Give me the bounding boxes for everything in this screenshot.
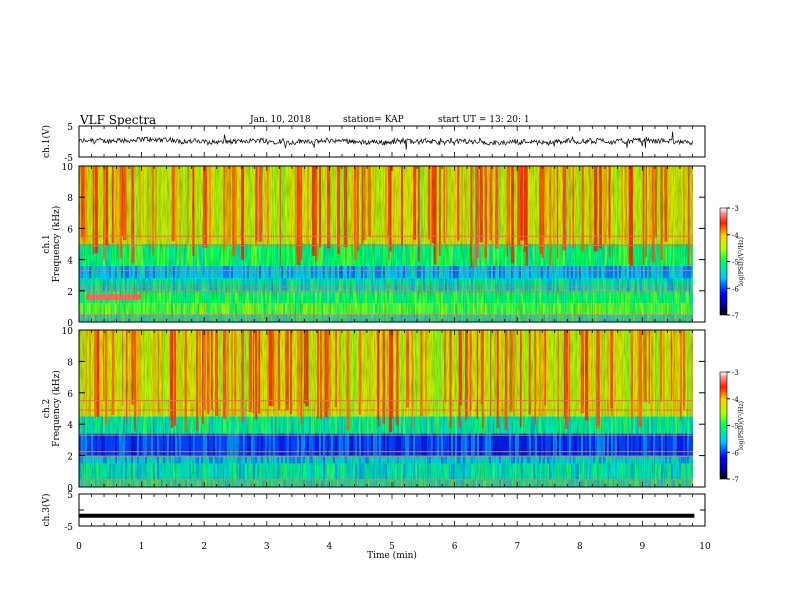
y-axis-label: ch.3(V) (41, 494, 52, 527)
colorbar-tick-label: -6 (732, 449, 739, 457)
y-tick-label: 0 (67, 484, 73, 494)
y-tick-label: 6 (67, 225, 73, 235)
station-label: station= KAP (343, 115, 404, 125)
colorbar-label: log(PSD)(V²/Hz) (738, 401, 745, 450)
ch1-spectrogram-texture (79, 166, 693, 322)
x-tick-label: 7 (514, 542, 520, 552)
colorbar-tick-label: -3 (732, 205, 739, 213)
y-tick-label: 5 (67, 491, 73, 501)
colorbar (719, 371, 728, 480)
colorbar-tick-label: -4 (732, 396, 739, 404)
colorbar-label: log(PSD)(V²/Hz) (738, 237, 745, 286)
y-tick-label: 4 (67, 257, 73, 267)
y-axis-label: Frequency (kHz) (51, 206, 62, 283)
ch1-waveform-line (78, 131, 693, 150)
colorbar-tick-label: -7 (732, 312, 739, 320)
colorbar-tick-label: -5 (732, 259, 739, 267)
start-time-label: start UT = 13: 20: 1 (438, 115, 530, 125)
y-axis-label: Frequency (kHz) (51, 370, 62, 447)
colorbar-tick-label: -3 (732, 369, 739, 377)
x-tick-label: 0 (76, 542, 82, 552)
ch1-spectrogram-cells (79, 166, 693, 322)
x-tick-label: 1 (139, 542, 145, 552)
x-axis-label: Time (min) (367, 550, 417, 561)
y-tick-label: 8 (67, 194, 73, 204)
y-tick-label: 2 (67, 288, 73, 298)
y-axis-label: ch.1 (42, 234, 52, 253)
colorbar-tick-label: -6 (732, 285, 739, 293)
x-tick-label: 10 (699, 542, 711, 552)
y-axis-label: ch.2 (42, 399, 52, 418)
x-tick-label: 8 (577, 542, 583, 552)
x-tick-label: 6 (452, 542, 458, 552)
y-tick-label: 10 (62, 327, 74, 337)
y-tick-label: 6 (67, 390, 73, 400)
x-tick-label: 3 (264, 542, 270, 552)
colorbar-tick-label: -5 (732, 423, 739, 431)
y-axis-label: ch.1(V) (41, 125, 52, 158)
x-tick-label: 2 (201, 542, 207, 552)
y-tick-label: 5 (67, 123, 73, 133)
x-tick-label: 5 (389, 542, 395, 552)
y-tick-label: 0 (67, 319, 73, 329)
colorbar-tick-label: -7 (732, 476, 739, 484)
y-tick-label: -5 (64, 154, 73, 164)
colorbar-tick-label: -4 (732, 232, 739, 240)
y-tick-label: 8 (67, 358, 73, 368)
ch2-spectrogram-cells (79, 330, 693, 487)
y-tick-label: -5 (64, 523, 73, 533)
y-tick-label: 10 (62, 163, 74, 173)
figure-title: VLF Spectra (80, 113, 157, 127)
x-tick-label: 9 (640, 542, 646, 552)
y-tick-label: 2 (67, 453, 73, 463)
x-tick-label: 4 (327, 542, 333, 552)
ch2-spectrogram-texture (79, 330, 693, 487)
date-label: Jan. 10, 2018 (250, 115, 311, 125)
colorbar (719, 207, 728, 316)
y-tick-label: 4 (67, 421, 73, 431)
